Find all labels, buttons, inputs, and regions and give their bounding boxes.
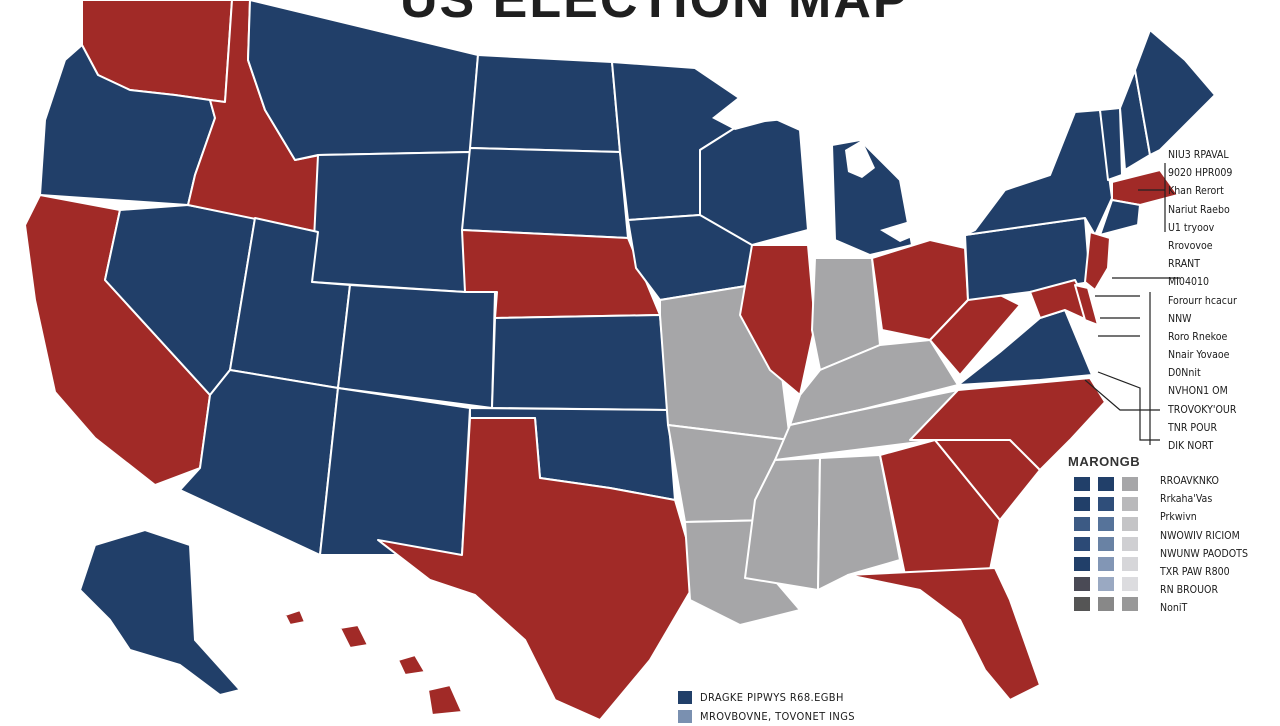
legend-swatch-row xyxy=(1074,534,1138,554)
northeast-label: NNW xyxy=(1168,312,1192,325)
states-layer xyxy=(24,0,1216,720)
legend-title: MARONGB xyxy=(1068,454,1141,469)
state-alaska[interactable] xyxy=(79,529,241,696)
legend-swatch-row xyxy=(1074,494,1138,514)
legend-swatch xyxy=(1122,597,1138,611)
legend-swatch xyxy=(1074,497,1090,511)
bottom-key-label: DRAGKE PIPWYS R68.EGBH xyxy=(700,691,844,704)
bottom-key-item: MROVBOVNE, TOVONET INGS xyxy=(678,707,855,726)
northeast-label: Roro Rnekoe xyxy=(1168,330,1228,343)
map-title: US ELECTION MAP xyxy=(400,0,910,29)
northeast-label: U1 tryoov xyxy=(1168,221,1215,234)
legend-swatch xyxy=(1074,597,1090,611)
northeast-label: Khan Rerort xyxy=(1168,185,1224,198)
legend-swatch xyxy=(1122,537,1138,551)
state-maine[interactable] xyxy=(1134,29,1216,156)
northeast-label: Nnair Yovaoe xyxy=(1168,349,1230,362)
bottom-key-swatch xyxy=(678,691,692,704)
legend-labels: RROAVKNKO Rrkaha'Vas Prkwivn NWOWIV RICIOM N… xyxy=(1160,472,1248,618)
northeast-label: TROVOKY'OUR xyxy=(1168,403,1237,416)
bottom-key-label: MROVBOVNE, TOVONET INGS xyxy=(700,710,855,723)
northeast-label: 9020 HPR009 xyxy=(1168,167,1233,180)
northeast-label: NVHON1 OM xyxy=(1168,385,1228,398)
legend-swatch-row xyxy=(1074,574,1138,594)
legend-swatch xyxy=(1122,577,1138,591)
state-north-dakota[interactable] xyxy=(469,54,621,153)
legend-swatch xyxy=(1122,477,1138,491)
legend-swatch xyxy=(1098,497,1114,511)
leader-lines xyxy=(1084,163,1180,445)
legend-item-label: Rrkaha'Vas xyxy=(1160,493,1213,506)
state-georgia[interactable] xyxy=(879,439,1001,576)
northeast-label: Rrovovoe xyxy=(1168,239,1213,252)
state-mississippi[interactable] xyxy=(744,457,821,591)
state-kansas[interactable] xyxy=(491,314,669,411)
legend-item-label: NWUNW PAODOTS xyxy=(1160,547,1248,560)
legend-swatch xyxy=(1098,597,1114,611)
state-colorado[interactable] xyxy=(337,284,496,409)
legend-swatch xyxy=(1074,477,1090,491)
state-delaware[interactable] xyxy=(1074,284,1099,326)
state-florida[interactable] xyxy=(847,567,1041,701)
state-new-york[interactable] xyxy=(964,109,1113,236)
legend-swatch xyxy=(1098,537,1114,551)
legend-swatch xyxy=(1098,557,1114,571)
state-south-dakota[interactable] xyxy=(461,147,629,239)
legend-swatch xyxy=(1074,537,1090,551)
legend-swatch-row xyxy=(1074,514,1138,534)
northeast-label: D0Nnit xyxy=(1168,367,1201,380)
legend-swatch xyxy=(1122,557,1138,571)
legend-swatch xyxy=(1098,577,1114,591)
legend-swatch xyxy=(1098,477,1114,491)
state-alabama[interactable] xyxy=(817,454,901,591)
bottom-key: DRAGKE PIPWYS R68.EGBH MROVBOVNE, TOVONET… xyxy=(678,688,855,726)
legend-item-label: RROAVKNKO xyxy=(1160,475,1219,487)
legend-swatch-row xyxy=(1074,594,1138,614)
northeast-label: MI04010 xyxy=(1168,276,1209,289)
legend-item-label: NWOWIV RICIOM xyxy=(1160,529,1240,542)
northeast-label: Nariut Raebo xyxy=(1168,203,1230,216)
legend-swatch-row xyxy=(1074,554,1138,574)
great-lakes xyxy=(712,78,948,258)
legend-swatches xyxy=(1074,474,1138,614)
state-new-jersey[interactable] xyxy=(1084,231,1111,291)
northeast-label: RRANT xyxy=(1168,258,1200,271)
legend-swatch xyxy=(1074,557,1090,571)
bottom-key-swatch xyxy=(678,710,692,723)
bottom-key-item: DRAGKE PIPWYS R68.EGBH xyxy=(678,688,855,707)
northeast-label: Forourr hcacur xyxy=(1168,294,1237,307)
state-wyoming[interactable] xyxy=(311,151,471,293)
state-hawaii[interactable] xyxy=(284,609,463,716)
northeast-label: DIK NORT xyxy=(1168,440,1214,452)
state-north-carolina[interactable] xyxy=(909,377,1106,471)
legend-item-label: NoniT xyxy=(1160,602,1188,615)
state-connecticut[interactable] xyxy=(1099,199,1141,236)
state-maryland[interactable] xyxy=(1029,279,1099,326)
legend: MARONGB RROAVKNKO Rrkaha'Vas Prkwivn NWOWIV… xyxy=(1068,454,1268,614)
legend-item-label: Prkwivn xyxy=(1160,511,1197,524)
legend-swatch-row xyxy=(1074,474,1138,494)
state-texas[interactable] xyxy=(377,417,699,720)
state-new-mexico[interactable] xyxy=(319,387,471,556)
legend-swatch xyxy=(1122,497,1138,511)
legend-swatch xyxy=(1074,517,1090,531)
legend-swatch xyxy=(1122,517,1138,531)
northeast-state-labels: NIU3 RPAVAL 9020 HPR009 Khan Rerort Nariut … xyxy=(1168,146,1274,455)
legend-item-label: RN BROUOR xyxy=(1160,584,1219,597)
legend-swatch xyxy=(1098,517,1114,531)
state-massachusetts[interactable] xyxy=(1111,169,1179,206)
legend-swatch xyxy=(1074,577,1090,591)
northeast-label: NIU3 RPAVAL xyxy=(1168,149,1229,161)
state-vermont[interactable] xyxy=(1099,107,1123,181)
legend-item-label: TXR PAW R800 xyxy=(1160,565,1230,578)
northeast-label: TNR POUR xyxy=(1168,421,1218,434)
